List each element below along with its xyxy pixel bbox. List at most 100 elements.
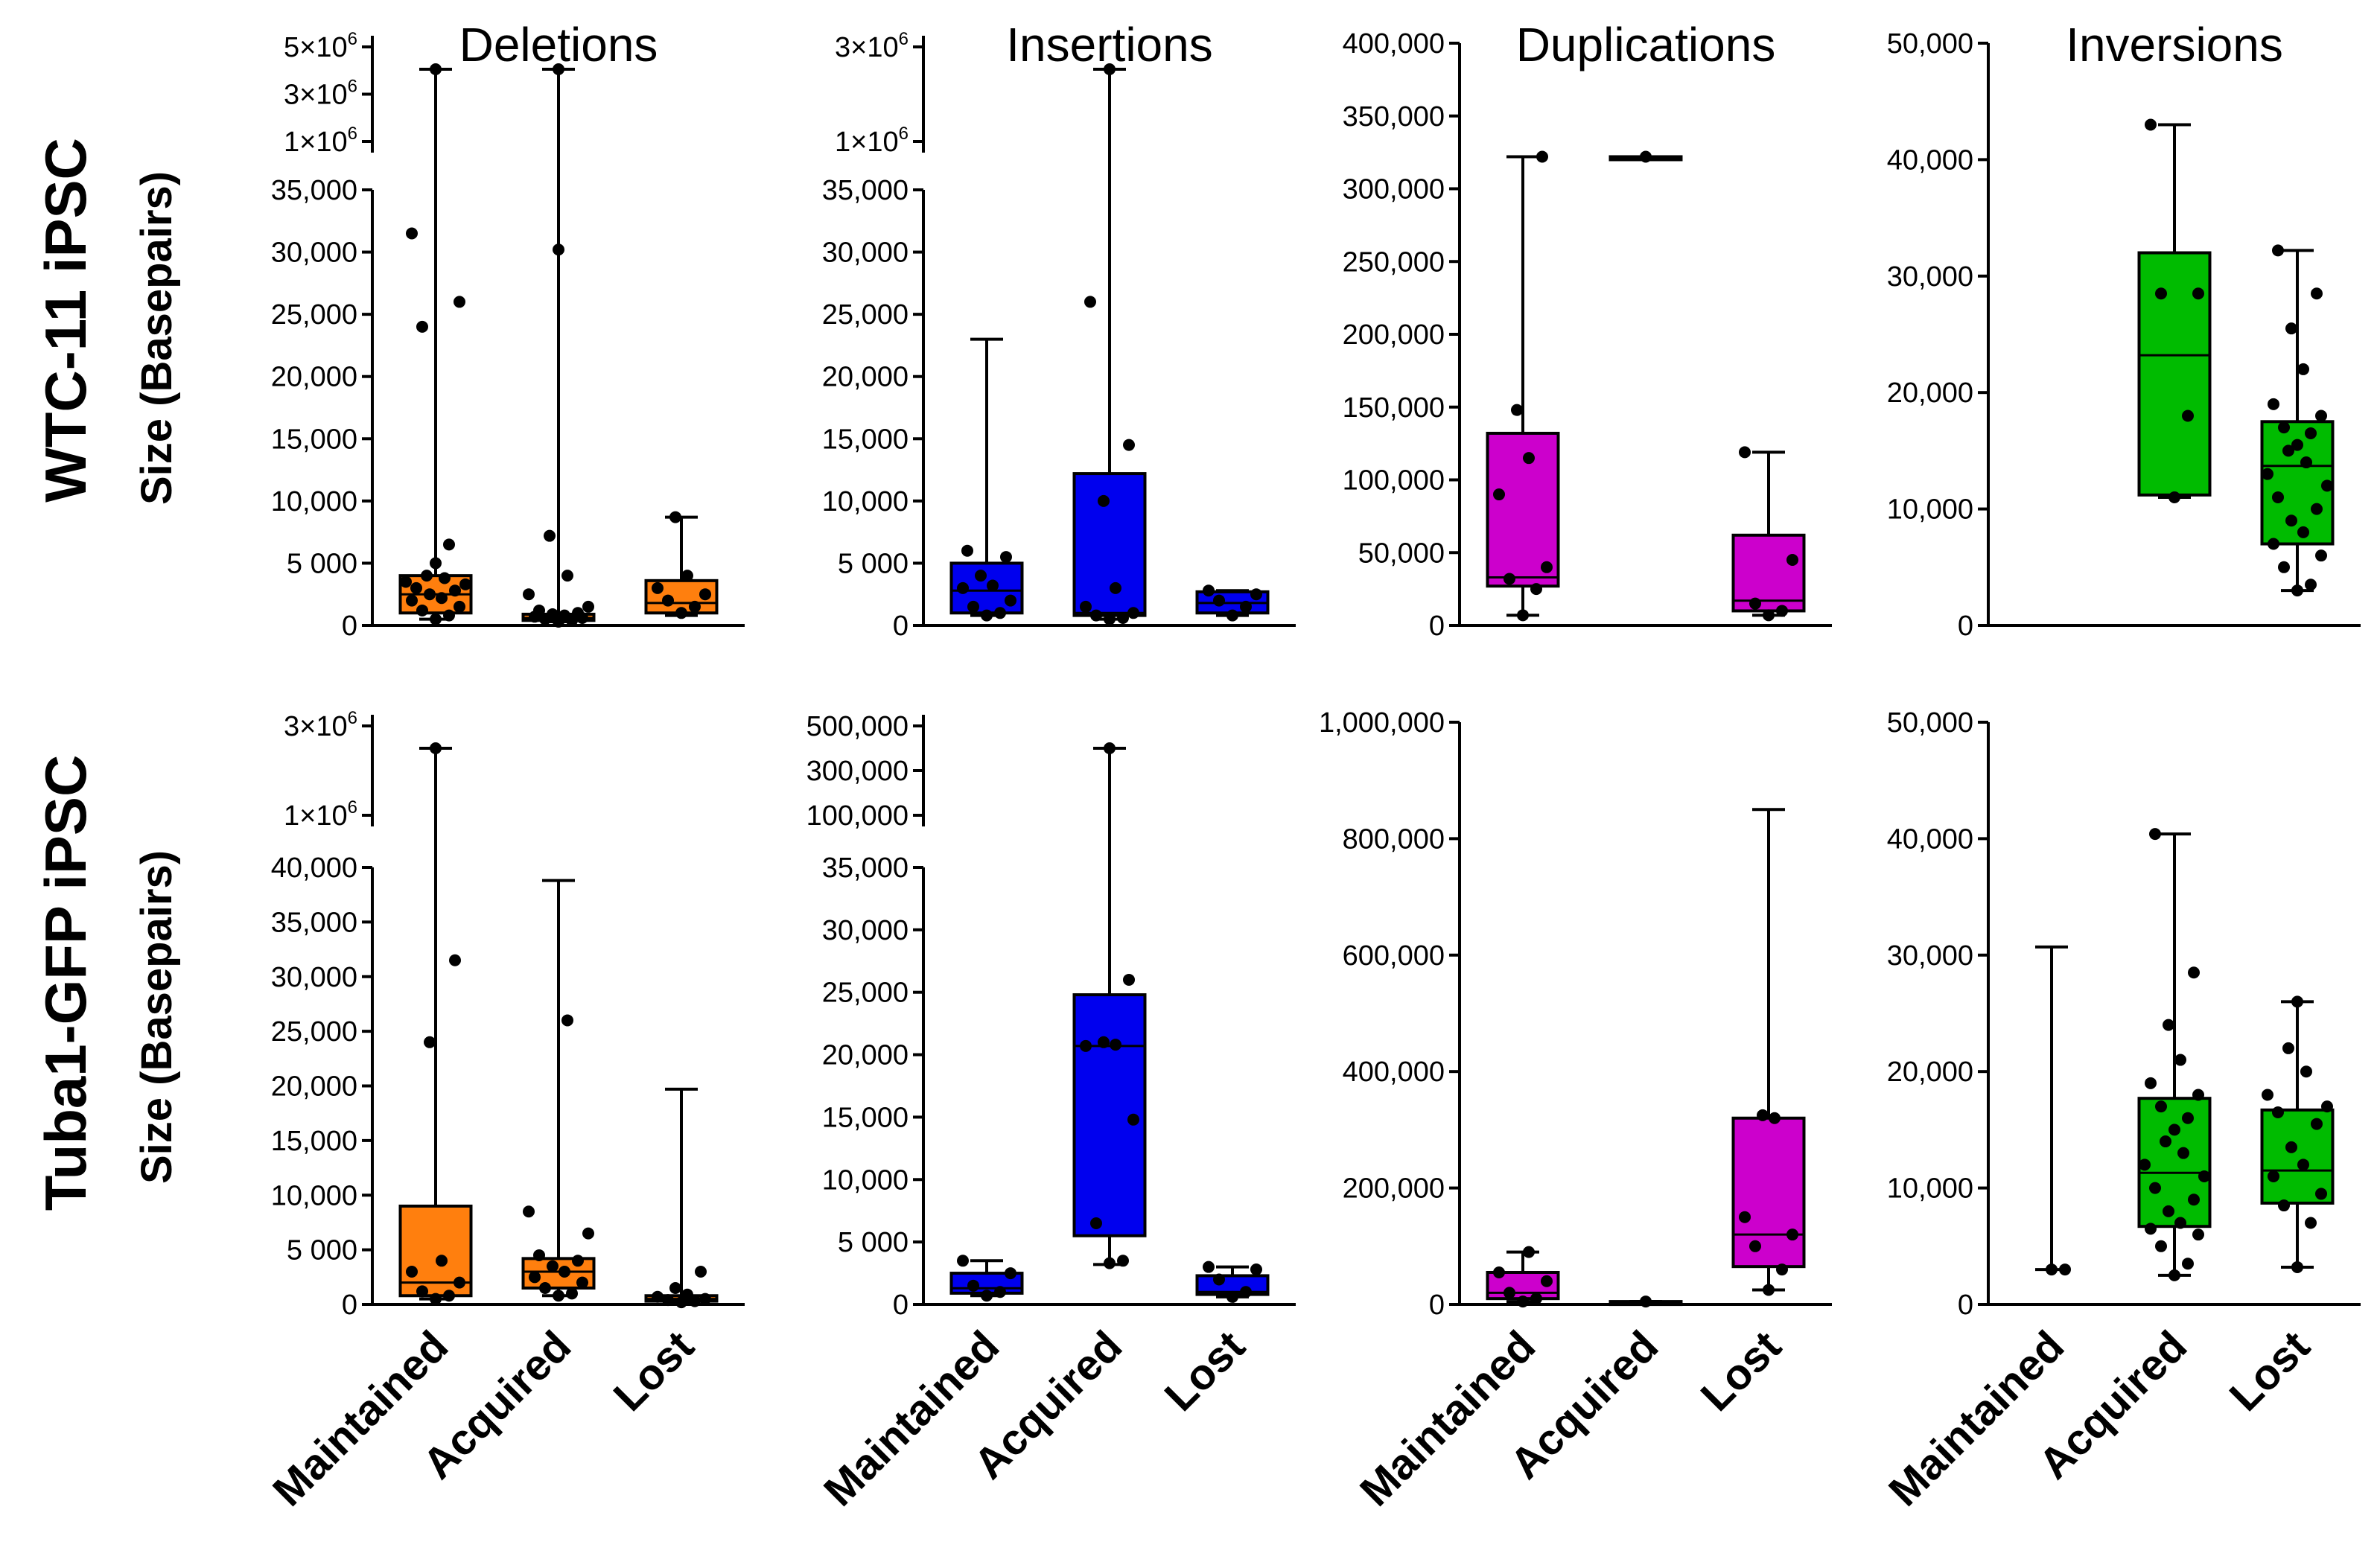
data-point <box>1739 1211 1751 1223</box>
data-point <box>436 1255 448 1267</box>
y-tick-label: 10,000 <box>822 1164 909 1196</box>
data-point <box>2155 287 2167 300</box>
chart-panel-insertions: Insertions 0 5 000 10,000 15,000 20,000 25,000… <box>822 18 1296 642</box>
data-point-outlier <box>430 63 442 75</box>
data-point <box>1090 609 1102 622</box>
y-tick-label: 600,000 <box>1343 940 1445 972</box>
data-point <box>662 1294 674 1307</box>
y-axis-label: Size (Basepairs) <box>133 850 181 1184</box>
data-point <box>1640 150 1652 163</box>
data-point <box>699 588 711 601</box>
data-point <box>2177 1147 2189 1159</box>
data-point <box>443 609 455 622</box>
data-point <box>1123 973 1135 986</box>
y-tick-label: 20,000 <box>271 1071 357 1103</box>
data-point <box>1250 588 1262 601</box>
y-tick-label: 0 <box>1429 611 1445 642</box>
data-point <box>2160 1135 2171 1148</box>
chart-panels: Deletions 0 5 000 10,000 15,000 20,000 25,000 3… <box>133 18 2361 1515</box>
category-label-maintained: Maintained <box>815 1322 1008 1515</box>
data-point <box>2285 322 2297 335</box>
data-point <box>2272 1106 2284 1118</box>
y-tick-label: 200,000 <box>1343 319 1445 351</box>
category-label-lost: Lost <box>1692 1322 1791 1421</box>
data-point <box>406 1265 418 1278</box>
data-point <box>553 243 564 256</box>
y-tick-label: 400,000 <box>1343 1057 1445 1088</box>
data-point <box>582 600 594 613</box>
data-point <box>1098 1036 1110 1048</box>
y-tick-label: 0 <box>1958 611 1973 642</box>
tick-exponent: 6 <box>348 708 357 728</box>
data-point <box>1517 609 1529 622</box>
data-point <box>2291 995 2303 1008</box>
data-point <box>561 1014 573 1027</box>
y-tick-label: 0 <box>342 1290 357 1321</box>
y-tick-label: 15,000 <box>822 424 909 455</box>
data-point <box>449 584 461 597</box>
data-point <box>2311 287 2323 300</box>
data-point <box>2282 1042 2294 1054</box>
data-point <box>695 1265 707 1278</box>
data-point <box>1226 1290 1238 1303</box>
data-point <box>410 581 422 594</box>
data-point <box>443 1290 455 1302</box>
data-point <box>1493 1266 1505 1278</box>
data-point <box>2155 1240 2167 1252</box>
data-point <box>2321 479 2333 492</box>
y-tick-label: 5 000 <box>838 548 909 579</box>
data-point <box>1250 1263 1262 1276</box>
data-point <box>994 607 1006 619</box>
y-tick-label: 25,000 <box>271 299 357 331</box>
data-point <box>572 1255 584 1267</box>
data-point <box>1749 1240 1761 1252</box>
data-point <box>1786 1228 1798 1241</box>
y-tick-label: 30,000 <box>271 238 357 269</box>
data-point-outlier <box>1104 63 1116 75</box>
y-tick-label: 100,000 <box>1343 465 1445 497</box>
y-tick-label: 20,000 <box>1887 377 1973 409</box>
data-point <box>459 578 471 590</box>
y-tick-label: 10,000 <box>271 1180 357 1211</box>
data-point <box>2046 1263 2058 1276</box>
box-acquired <box>2137 1097 2212 1228</box>
data-point <box>1213 594 1225 607</box>
data-point <box>1104 613 1116 625</box>
data-point <box>400 576 412 588</box>
data-point <box>2285 514 2297 527</box>
y-tick-label: 1,000,000 <box>1319 707 1445 739</box>
data-point <box>529 1271 541 1284</box>
data-point <box>1226 609 1238 622</box>
data-point <box>2174 1217 2186 1229</box>
data-point <box>1240 1286 1252 1298</box>
y-tick-label-upper: 1×106 <box>284 797 357 832</box>
data-point <box>2282 444 2294 457</box>
data-point <box>1127 607 1139 619</box>
data-point <box>957 1255 969 1267</box>
y-tick-label: 20,000 <box>1887 1057 1973 1088</box>
y-tick-label-upper: 3×106 <box>284 77 357 111</box>
y-tick-label: 25,000 <box>822 299 909 331</box>
data-point <box>454 296 465 308</box>
data-point <box>1493 488 1505 501</box>
data-point <box>561 570 573 582</box>
data-point <box>1776 1263 1788 1276</box>
data-point <box>1523 452 1535 465</box>
box-acquired <box>1072 472 1147 617</box>
data-point <box>1786 554 1798 567</box>
data-point <box>1090 1217 1102 1229</box>
data-point <box>1739 446 1751 459</box>
data-point <box>2297 526 2309 538</box>
data-point <box>2272 491 2284 503</box>
data-point <box>2188 966 2200 979</box>
data-point <box>2268 1170 2279 1182</box>
data-point <box>566 1287 578 1300</box>
data-point <box>1763 609 1775 622</box>
data-point <box>1005 1267 1016 1280</box>
data-point <box>975 570 987 582</box>
data-point <box>1117 611 1129 624</box>
category-label-lost: Lost <box>1156 1322 1255 1421</box>
data-point <box>1541 561 1553 573</box>
data-point <box>1523 1246 1535 1258</box>
data-point <box>1080 600 1092 613</box>
